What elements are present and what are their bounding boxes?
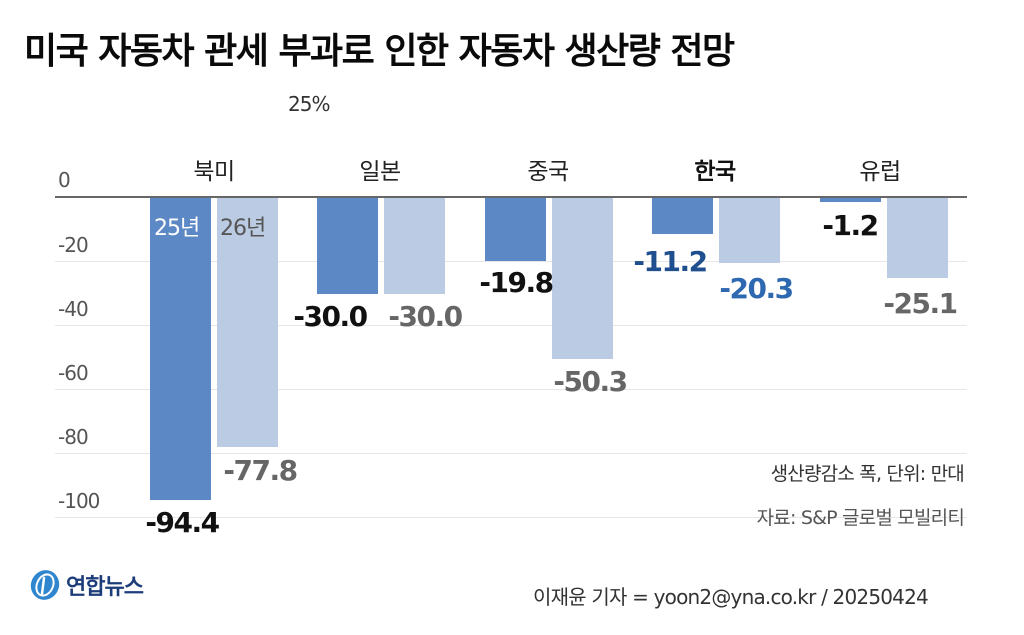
value-label-japan-25: -30.0 bbox=[293, 300, 368, 333]
yonhap-logo: 연합뉴스 bbox=[28, 568, 144, 602]
y-tick-20: -20 bbox=[58, 233, 89, 257]
value-label-korea-26: -20.3 bbox=[719, 272, 794, 305]
value-label-north-america-26: -77.8 bbox=[223, 454, 298, 487]
bar-korea-25 bbox=[652, 198, 713, 234]
y-tick-100: -100 bbox=[58, 489, 100, 513]
chart-title: 미국 자동차 관세 부과로 인한 자동차 생산량 전망 bbox=[24, 31, 735, 72]
value-label-europe-26: -25.1 bbox=[883, 287, 958, 320]
gridline-100 bbox=[55, 517, 967, 518]
y-tick-40: -40 bbox=[58, 297, 89, 321]
category-label-china: 중국 bbox=[527, 159, 569, 185]
bar-north-america-26 bbox=[217, 198, 278, 447]
value-label-north-america-25: -94.4 bbox=[145, 506, 220, 539]
gridline-20 bbox=[55, 261, 967, 262]
value-label-china-25: -19.8 bbox=[479, 266, 554, 299]
yonhap-globe-icon bbox=[30, 570, 60, 600]
legend-label-26: 26년 bbox=[220, 216, 266, 241]
category-label-europe: 유럽 bbox=[859, 159, 901, 185]
gridline-80 bbox=[55, 453, 967, 454]
bar-europe-26 bbox=[887, 198, 948, 278]
category-label-north-america: 북미 bbox=[193, 159, 235, 185]
bar-north-america-25 bbox=[150, 198, 211, 500]
y-tick-80: -80 bbox=[58, 425, 89, 449]
bar-china-26 bbox=[552, 198, 613, 359]
bar-japan-25 bbox=[317, 198, 378, 294]
zero-axis-line bbox=[55, 196, 967, 198]
value-label-korea-25: -11.2 bbox=[633, 245, 708, 278]
bar-europe-25 bbox=[820, 198, 881, 202]
gridline-40 bbox=[55, 325, 967, 326]
value-label-japan-26: -30.0 bbox=[388, 300, 463, 333]
bar-korea-26 bbox=[719, 198, 780, 263]
bar-china-25 bbox=[485, 198, 546, 261]
y-tick-0: 0 bbox=[58, 168, 71, 192]
y-tick-60: -60 bbox=[58, 361, 89, 385]
bar-japan-26 bbox=[384, 198, 445, 294]
logo-text: 연합뉴스 bbox=[66, 575, 144, 600]
gridline-60 bbox=[55, 389, 967, 390]
legend-label-25: 25년 bbox=[154, 216, 200, 241]
value-label-europe-25: -1.2 bbox=[822, 209, 879, 242]
category-label-korea: 한국 bbox=[694, 159, 736, 185]
source-note: 자료: S&P 글로벌 모빌리티 bbox=[756, 507, 965, 529]
chart-subtitle: 25% bbox=[288, 92, 330, 116]
unit-note: 생산량감소 폭, 단위: 만대 bbox=[770, 463, 965, 485]
byline-credit: 이재윤 기자 = yoon2@yna.co.kr / 20250424 bbox=[533, 585, 929, 609]
value-label-china-26: -50.3 bbox=[553, 365, 628, 398]
category-label-japan: 일본 bbox=[359, 159, 401, 185]
